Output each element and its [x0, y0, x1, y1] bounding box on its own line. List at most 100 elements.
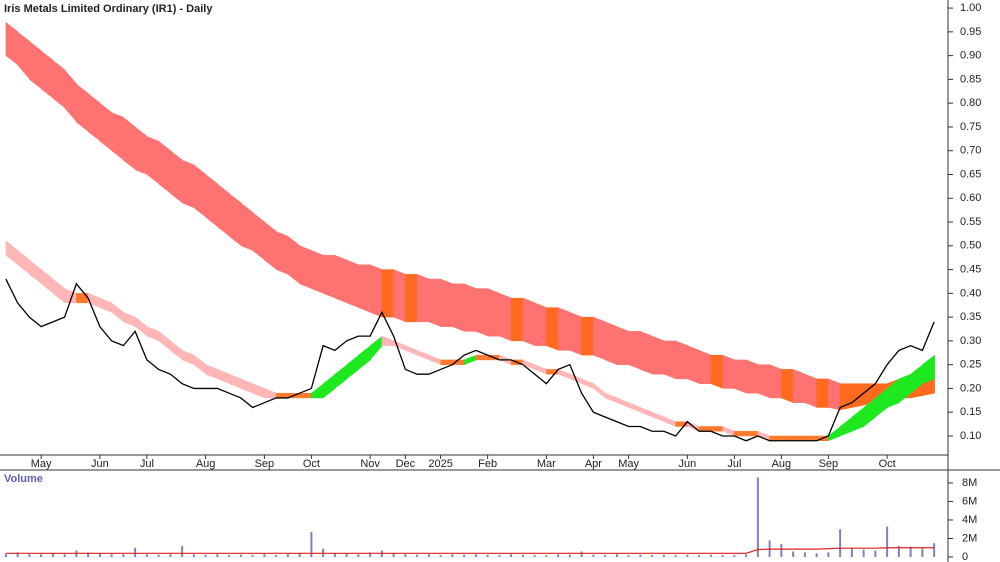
- volume-bar: [933, 543, 936, 557]
- band-segment: [863, 397, 877, 427]
- band-segment: [640, 331, 653, 375]
- volume-bar: [803, 552, 806, 557]
- band-segment: [440, 278, 454, 327]
- volume-bar: [862, 549, 865, 557]
- band-segment: [346, 354, 360, 380]
- band-segment: [381, 269, 395, 318]
- x-tick-label: Nov: [360, 458, 380, 470]
- volume-bar: [427, 554, 430, 557]
- volume-bar: [98, 553, 101, 557]
- volume-bar: [733, 555, 736, 557]
- y-tick-label: 0.55: [960, 216, 981, 228]
- volume-bar: [28, 554, 31, 557]
- volume-bar: [345, 553, 348, 557]
- band-segment: [616, 326, 630, 365]
- band-segment: [311, 383, 324, 399]
- band-segment: [804, 373, 818, 408]
- y-tick-label: 0.85: [960, 73, 981, 85]
- x-tick-label: Apr: [585, 458, 602, 470]
- band-segment: [322, 373, 336, 399]
- band-segment: [405, 274, 418, 323]
- band-segment: [769, 364, 783, 399]
- y-tick-label: 0.45: [960, 263, 981, 275]
- band-segment: [334, 254, 348, 304]
- volume-bar: [216, 554, 219, 557]
- volume-bar: [228, 555, 231, 557]
- volume-label: Volume: [4, 473, 43, 485]
- x-tick-label: Jun: [679, 458, 697, 470]
- x-tick-label: Sep: [255, 458, 275, 470]
- x-tick-label: Mar: [537, 458, 556, 470]
- y-tick-label: 0.35: [960, 311, 981, 323]
- volume-bar: [463, 554, 466, 557]
- volume-bar: [204, 554, 207, 557]
- band-segment: [557, 307, 571, 351]
- volume-bar: [874, 550, 877, 557]
- volume-bar: [686, 554, 689, 557]
- band-segment: [393, 269, 407, 323]
- volume-bar: [792, 551, 795, 557]
- y-tick-label: 0.90: [960, 50, 981, 62]
- band-segment: [828, 378, 841, 411]
- y-tick-label: 0.75: [960, 121, 981, 133]
- band-segment: [769, 435, 783, 441]
- x-tick-label: Oct: [303, 458, 320, 470]
- volume-bar: [604, 555, 607, 557]
- x-tick-label: Oct: [879, 458, 896, 470]
- band-segment: [158, 140, 172, 195]
- band-segment: [522, 297, 536, 347]
- volume-bar: [815, 553, 818, 557]
- volume-bar: [263, 554, 266, 557]
- band-segment: [228, 192, 242, 247]
- volume-bar: [474, 554, 477, 557]
- volume-bar: [721, 555, 724, 557]
- volume-bar: [157, 554, 160, 557]
- band-segment: [781, 435, 794, 441]
- volume-ma-line: [5, 547, 935, 554]
- volume-bar: [545, 555, 548, 557]
- band-segment: [299, 392, 313, 399]
- volume-bar: [662, 554, 665, 557]
- volume-bar: [310, 532, 313, 557]
- band-segment: [792, 369, 806, 403]
- x-tick-label: Jul: [727, 458, 741, 470]
- volume-bar: [16, 552, 19, 557]
- volume-bar: [850, 547, 853, 557]
- y-tick-label: 0.65: [960, 168, 981, 180]
- band-segment: [205, 173, 219, 228]
- volume-bar: [651, 555, 654, 557]
- band-segment: [334, 364, 348, 389]
- volume-bar: [510, 554, 513, 557]
- volume-bar: [392, 553, 395, 557]
- volume-bar: [357, 554, 360, 557]
- band-segment: [581, 316, 595, 356]
- band-segment: [792, 435, 806, 441]
- volume-bar: [51, 552, 54, 557]
- x-tick-label: Sep: [819, 458, 839, 470]
- band-segment: [593, 316, 606, 361]
- band-segment: [534, 302, 548, 346]
- band-segment: [922, 354, 935, 385]
- y-tick-label: 0.70: [960, 145, 981, 157]
- volume-bar: [192, 554, 195, 557]
- band-segment: [181, 159, 195, 209]
- volume-tick-label: 0: [962, 551, 968, 562]
- volume-bar: [568, 554, 571, 557]
- volume-bar: [839, 529, 842, 557]
- x-tick-label: 2025: [428, 458, 452, 470]
- band-segment: [851, 406, 865, 432]
- band-segment: [170, 150, 183, 204]
- y-tick-label: 0.30: [960, 335, 981, 347]
- x-tick-label: Aug: [772, 458, 792, 470]
- band-segment: [722, 354, 736, 389]
- band-segment: [687, 345, 700, 385]
- y-tick-label: 0.10: [960, 430, 981, 442]
- volume-tick-label: 2M: [962, 532, 977, 544]
- band-segment: [193, 164, 207, 218]
- price-line: [5, 278, 935, 442]
- volume-bar: [498, 555, 501, 557]
- volume-bar: [40, 554, 43, 557]
- band-segment: [510, 297, 524, 342]
- band-segment: [804, 435, 818, 441]
